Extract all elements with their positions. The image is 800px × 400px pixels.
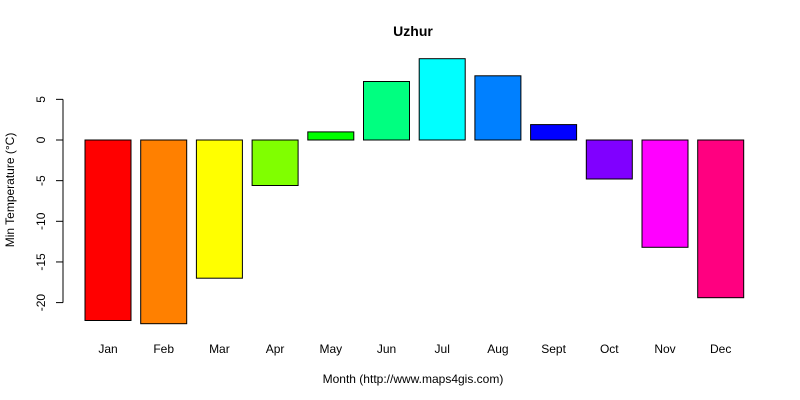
chart-title: Uzhur bbox=[393, 23, 433, 39]
bar-apr bbox=[251, 139, 299, 186]
y-tick-label: 0 bbox=[34, 136, 48, 143]
x-tick-label: Sept bbox=[541, 342, 566, 356]
x-tick-label: Feb bbox=[153, 342, 174, 356]
x-tick-label: Apr bbox=[266, 342, 285, 356]
x-tick-label: Oct bbox=[600, 342, 619, 356]
x-tick-label: Mar bbox=[209, 342, 230, 356]
y-tick-label: -20 bbox=[34, 294, 48, 312]
bar-oct bbox=[585, 139, 633, 180]
x-tick-label: Nov bbox=[654, 342, 675, 356]
x-tick-label: Aug bbox=[487, 342, 508, 356]
y-tick-label: 5 bbox=[34, 96, 48, 103]
y-tick-label: -5 bbox=[34, 175, 48, 186]
bar-nov bbox=[641, 139, 689, 248]
x-tick-label: Jun bbox=[377, 342, 396, 356]
x-axis-title: Month (http://www.maps4gis.com) bbox=[323, 372, 504, 386]
bar-may bbox=[307, 131, 355, 141]
x-tick-label: Dec bbox=[710, 342, 731, 356]
y-axis-title: Min Temperature (°C) bbox=[3, 133, 17, 248]
bar-feb bbox=[140, 139, 188, 325]
bar-jun bbox=[363, 81, 410, 141]
x-tick-labels: Jan Feb Mar Apr May Jun Jul Aug Sept Oct Nov Dec bbox=[98, 342, 731, 356]
y-tick-label: -15 bbox=[34, 253, 48, 271]
x-tick-label: May bbox=[319, 342, 342, 356]
bar-mar bbox=[195, 139, 243, 279]
bar-jul bbox=[418, 58, 466, 141]
bar-jan bbox=[84, 139, 132, 321]
bar-dec bbox=[697, 139, 745, 299]
bars-group bbox=[84, 58, 745, 325]
bar-sept bbox=[530, 124, 578, 141]
x-tick-label: Jan bbox=[98, 342, 117, 356]
x-tick-label: Jul bbox=[435, 342, 450, 356]
y-tick-label: -10 bbox=[34, 212, 48, 230]
bar-aug bbox=[474, 75, 522, 141]
y-axis: -20 -15 -10 -5 0 5 bbox=[34, 96, 64, 312]
